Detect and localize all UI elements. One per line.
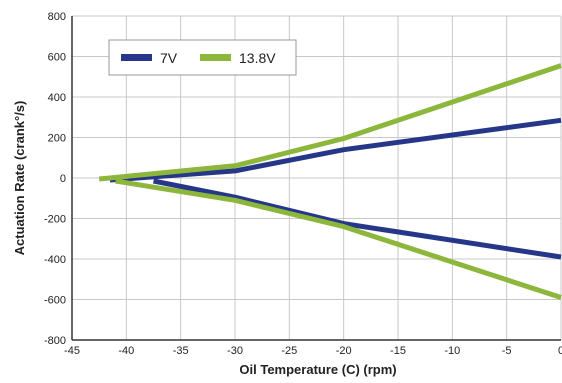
x-tick-label: 0 [558,345,562,357]
x-tick-label: -5 [502,345,512,357]
x-tick-label: -40 [118,345,134,357]
y-tick-label: 800 [48,11,66,23]
x-tick-label: -15 [390,345,406,357]
y-tick-label: 400 [48,92,66,104]
y-tick-label: -400 [44,254,66,266]
series-line-13-8v-lower [115,178,562,300]
x-tick-label: -35 [173,345,189,357]
x-tick-label: -30 [227,345,243,357]
y-tick-label: 600 [48,52,66,64]
series-line-13-8v-upper [98,63,562,182]
y-tick-label: 0 [60,173,66,185]
y-tick-label: -600 [44,295,66,307]
legend-label-13-8v: 13.8V [239,50,276,66]
legend-swatch-13-8v [200,54,231,61]
x-tick-label: -25 [281,345,297,357]
x-axis-title: Oil Temperature (C) (rpm) [239,362,396,377]
series-line-7v-lower [153,178,562,260]
legend-label-7v: 7V [160,50,178,66]
y-tick-label: 200 [48,133,66,145]
y-tick-label: -200 [44,214,66,226]
series-line-7v-upper [109,117,562,183]
legend: 7V 13.8V [108,39,297,76]
x-tick-label: -20 [336,345,352,357]
x-tick-label: -45 [64,345,80,357]
x-tick-label: -10 [444,345,460,357]
y-axis-title: Actuation Rate (crank°/s) [12,101,27,256]
series-lines [98,63,562,300]
tick-labels: -45 -40 -35 -30 -25 -20 -15 -10 -5 0 -800 -600 -400 -… [44,11,562,357]
axes [71,16,561,341]
legend-swatch-7v [121,54,152,61]
y-tick-label: -800 [44,335,66,347]
